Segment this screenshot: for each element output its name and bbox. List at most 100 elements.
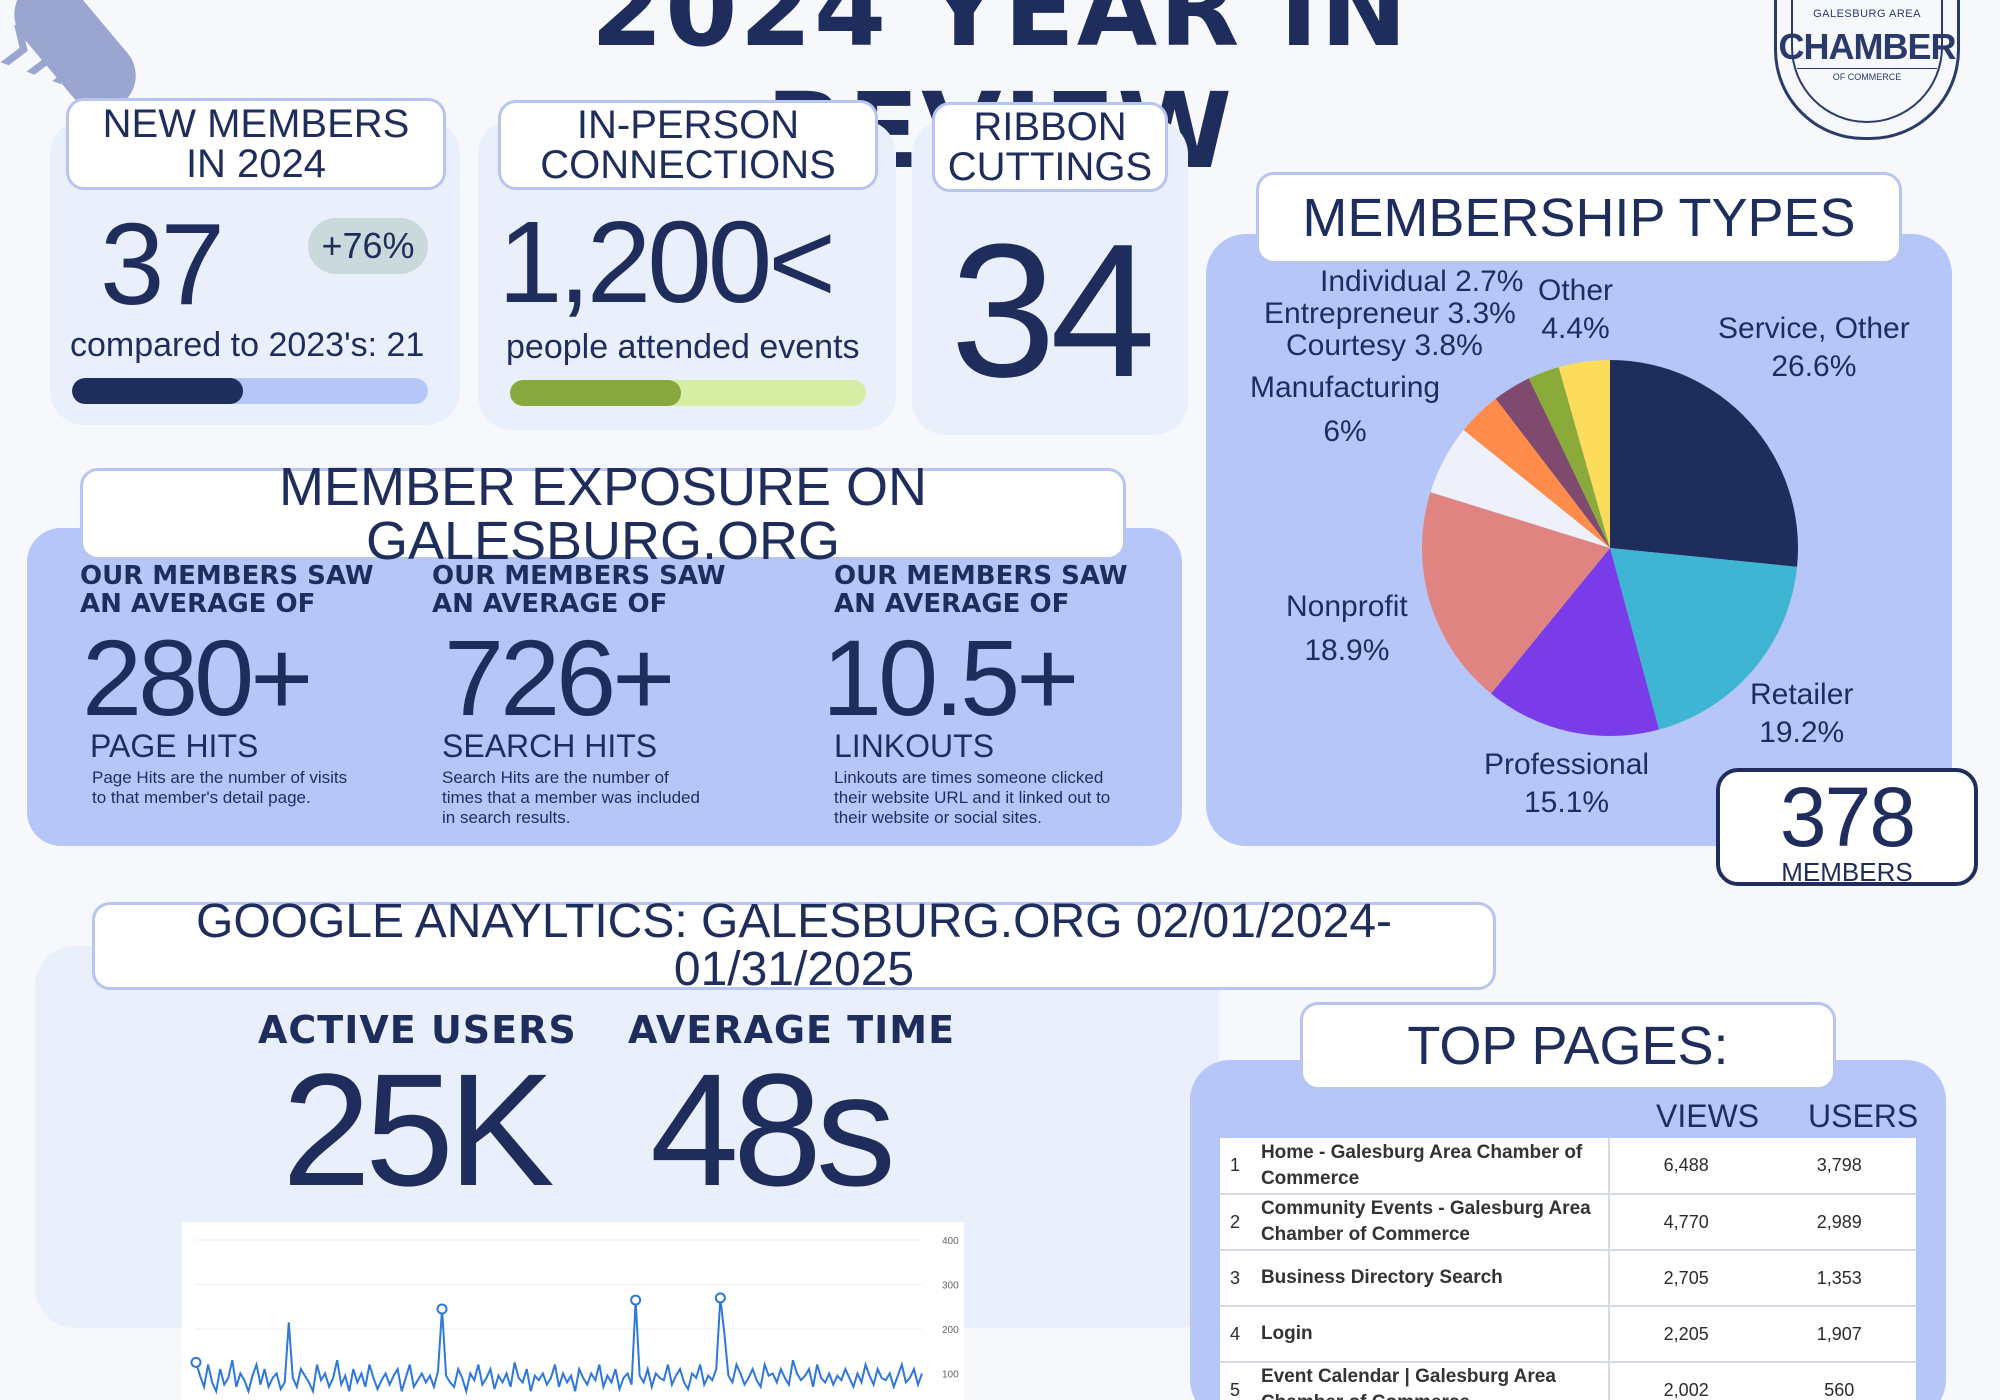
row-users: 2,989	[1762, 1194, 1916, 1251]
new-members-progress-fill	[72, 378, 243, 404]
table-row: 2 Community Events - Galesburg Area Cham…	[1220, 1194, 1916, 1251]
peak-marker	[436, 1303, 448, 1315]
pie-label-professional-name: Professional	[1484, 748, 1650, 781]
row-views: 2,205	[1607, 1306, 1763, 1363]
ribbon-label: RIBBON CUTTINGS	[932, 102, 1168, 192]
row-rank: 3	[1220, 1250, 1261, 1307]
in-person-label-line2: CONNECTIONS	[540, 143, 836, 187]
exposure-title: MEMBER EXPOSURE ON GALESBURG.ORG	[80, 460, 1126, 568]
y-tick-label: 400	[942, 1236, 959, 1247]
line-chart-svg: 400 300 200 100	[190, 1236, 959, 1396]
pie-label-individual: Individual 2.7%	[1320, 265, 1524, 298]
ribbon-label-line1: RIBBON	[973, 105, 1127, 149]
row-users: 560	[1762, 1362, 1916, 1400]
pie-slice-manufacturing	[1430, 429, 1610, 548]
row-page: Event Calendar | Galesburg Area Chamber …	[1260, 1362, 1609, 1400]
page-hits-desc-line1: Page Hits are the number of visits	[92, 768, 348, 787]
pie-slice-other	[1558, 360, 1610, 548]
new-members-label-line1: NEW MEMBERS	[102, 102, 410, 146]
average-time-value: 48s	[650, 1040, 896, 1219]
exposure-head-line1: OUR MEMBERS SAW	[432, 561, 726, 591]
row-views: 2,002	[1607, 1362, 1763, 1400]
exposure-head-line1: OUR MEMBERS SAW	[80, 561, 374, 591]
page-hits-value: 280+	[82, 617, 313, 738]
peak-marker	[190, 1356, 202, 1368]
row-rank: 1	[1220, 1138, 1261, 1195]
analytics-title: GOOGLE ANAYLTICS: GALESBURG.ORG 02/01/20…	[92, 898, 1496, 994]
pie-label-service-name: Service, Other	[1718, 312, 1910, 345]
new-members-value: 37	[100, 199, 225, 329]
linkouts-label: LINKOUTS	[834, 728, 995, 764]
y-tick-label: 100	[942, 1370, 959, 1381]
row-rank: 4	[1220, 1306, 1261, 1363]
table-row: 4 Login 2,205 1,907	[1220, 1306, 1916, 1363]
active-users-value: 25K	[282, 1040, 555, 1219]
pie-label-other-name: Other	[1538, 274, 1614, 307]
exposure-item-search-hits: OUR MEMBERS SAW AN AVERAGE OF	[432, 562, 772, 618]
row-views: 4,770	[1607, 1194, 1763, 1251]
members-total-label: MEMBERS	[1781, 857, 1913, 887]
in-person-value: 1,200<	[498, 197, 836, 327]
active-users-line-chart: 400 300 200 100	[182, 1222, 964, 1400]
pie-label-professional-pct: 15.1%	[1524, 786, 1610, 819]
pie-slice-entrepreneur	[1495, 378, 1610, 548]
pie-label-professional: Professional 15.1%	[1484, 746, 1649, 822]
page-hits-description: Page Hits are the number of visits to th…	[92, 768, 392, 808]
search-hits-desc-line3: in search results.	[442, 808, 571, 827]
exposure-item-linkouts: OUR MEMBERS SAW AN AVERAGE OF	[834, 562, 1174, 618]
page-hits-label: PAGE HITS	[90, 728, 259, 764]
pie-label-nonprofit-pct: 18.9%	[1304, 634, 1390, 667]
ribbon-label-line2: CUTTINGS	[947, 145, 1153, 189]
exposure-item-page-hits: OUR MEMBERS SAW AN AVERAGE OF	[80, 562, 420, 618]
pie-label-manufacturing: Manufacturing 6%	[1250, 366, 1440, 454]
active-users-label: ACTIVE USERS	[258, 1008, 577, 1052]
y-tick-label: 200	[942, 1325, 959, 1336]
row-page: Community Events - Galesburg Area Chambe…	[1260, 1194, 1609, 1251]
pie-label-service-pct: 26.6%	[1771, 350, 1857, 383]
peak-marker	[630, 1294, 642, 1306]
row-views: 2,705	[1607, 1250, 1763, 1307]
new-members-label-line2: IN 2024	[185, 142, 327, 186]
logo-top-text: GALESBURG AREA	[1813, 8, 1921, 20]
y-tick-label: 300	[942, 1281, 959, 1292]
row-rank: 5	[1220, 1362, 1261, 1400]
pie-label-entrepreneur: Entrepreneur 3.3%	[1264, 297, 1516, 330]
row-page: Home - Galesburg Area Chamber of Commerc…	[1260, 1138, 1609, 1195]
pie-label-manufacturing-pct: 6%	[1323, 415, 1367, 448]
new-members-change-badge: +76%	[308, 218, 428, 274]
row-users: 3,798	[1762, 1138, 1916, 1195]
members-total-box: 378 MEMBERS	[1716, 768, 1978, 886]
search-hits-description: Search Hits are the number of times that…	[442, 768, 762, 828]
in-person-progress-track	[510, 380, 866, 406]
linkouts-description: Linkouts are times someone clicked their…	[834, 768, 1154, 828]
pie-label-other: Other 4.4%	[1538, 272, 1613, 348]
pie-slice-individual	[1528, 367, 1610, 548]
exposure-head-line2: AN AVERAGE OF	[80, 589, 316, 619]
new-members-compare: compared to 2023's: 21	[70, 326, 425, 364]
new-members-label: NEW MEMBERS IN 2024	[66, 98, 446, 190]
membership-title: MEMBERSHIP TYPES	[1256, 172, 1902, 264]
search-hits-value: 726+	[444, 617, 675, 738]
exposure-head-line2: AN AVERAGE OF	[834, 589, 1070, 619]
linkouts-value: 10.5+	[822, 617, 1079, 738]
pie-slice-courtesy	[1463, 398, 1610, 548]
active-users-series-line	[195, 1297, 923, 1396]
table-row: 1 Home - Galesburg Area Chamber of Comme…	[1220, 1138, 1916, 1195]
exposure-panel	[27, 528, 1182, 846]
linkouts-desc-line3: their website or social sites.	[834, 808, 1042, 827]
average-time-label: AVERAGE TIME	[628, 1008, 956, 1052]
row-page: Business Directory Search	[1260, 1250, 1609, 1307]
membership-pie-chart	[1422, 360, 1798, 736]
in-person-progress-fill	[510, 380, 681, 406]
page-hits-desc-line2: to that member's detail page.	[92, 788, 311, 807]
col-views-header: VIEWS	[1656, 1098, 1760, 1134]
search-hits-desc-line2: times that a member was included	[442, 788, 700, 807]
row-views: 6,488	[1607, 1138, 1763, 1195]
row-page: Login	[1260, 1306, 1609, 1363]
pie-label-retailer: Retailer 19.2%	[1750, 676, 1853, 752]
top-pages-table-wrap: 1 Home - Galesburg Area Chamber of Comme…	[1220, 1138, 1916, 1400]
in-person-label-line1: IN-PERSON	[576, 103, 800, 147]
peak-marker	[714, 1292, 726, 1304]
pie-label-service: Service, Other 26.6%	[1718, 310, 1910, 386]
col-users-header: USERS	[1808, 1098, 1919, 1134]
